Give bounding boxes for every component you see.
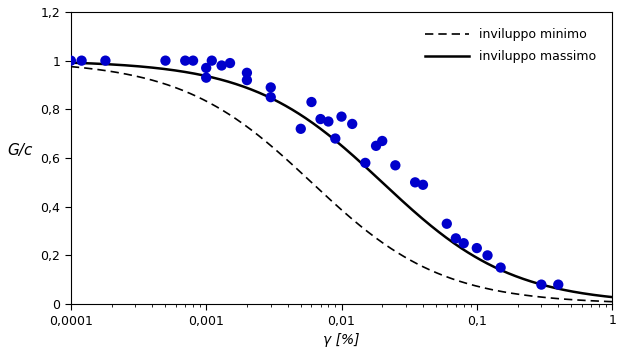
Point (472, 245, 482, 251)
Point (180, 58, 190, 63)
Point (347, 121, 357, 127)
Point (161, 58, 171, 63)
inviluppo minimo (360, 227, 368, 231)
Point (296, 126, 306, 132)
Point (336, 114, 346, 119)
Point (242, 70, 252, 76)
inviluppo massimo (324, 132, 331, 137)
inviluppo massimo (609, 295, 616, 299)
Point (451, 235, 461, 241)
Point (483, 252, 493, 258)
X-axis label: γ [%]: γ [%] (323, 333, 359, 347)
Point (207, 58, 217, 63)
inviluppo minimo (596, 299, 603, 303)
inviluppo massimo (67, 61, 75, 65)
Point (242, 77, 252, 83)
Point (418, 182, 428, 188)
Point (410, 179, 420, 185)
Point (307, 99, 316, 105)
Point (371, 143, 381, 149)
inviluppo minimo (609, 299, 616, 304)
Point (217, 63, 227, 68)
inviluppo minimo (67, 64, 75, 69)
Point (77, 58, 87, 63)
inviluppo minimo (511, 292, 518, 296)
Point (496, 265, 506, 270)
Point (100, 58, 110, 63)
inviluppo massimo (389, 190, 397, 194)
Point (391, 162, 401, 168)
Point (225, 60, 235, 66)
Point (201, 65, 211, 71)
inviluppo minimo (324, 195, 331, 200)
Point (323, 119, 333, 124)
Point (266, 85, 276, 90)
inviluppo minimo (389, 248, 397, 252)
Point (553, 282, 563, 287)
Point (266, 94, 276, 100)
Line: inviluppo minimo: inviluppo minimo (71, 67, 612, 302)
Point (536, 282, 546, 287)
inviluppo minimo (328, 199, 335, 203)
Legend: inviluppo minimo, inviluppo massimo: inviluppo minimo, inviluppo massimo (415, 18, 606, 73)
Point (66, 58, 76, 63)
inviluppo massimo (596, 293, 603, 298)
Point (360, 160, 370, 166)
inviluppo massimo (511, 274, 518, 278)
Point (201, 75, 211, 80)
Point (442, 221, 452, 227)
inviluppo massimo (328, 135, 335, 139)
Y-axis label: G/c: G/c (7, 143, 32, 158)
inviluppo massimo (360, 163, 368, 167)
Point (316, 116, 326, 122)
Point (188, 58, 198, 63)
Line: inviluppo massimo: inviluppo massimo (71, 63, 612, 297)
Point (378, 138, 388, 144)
Point (330, 136, 340, 141)
Point (459, 240, 468, 246)
